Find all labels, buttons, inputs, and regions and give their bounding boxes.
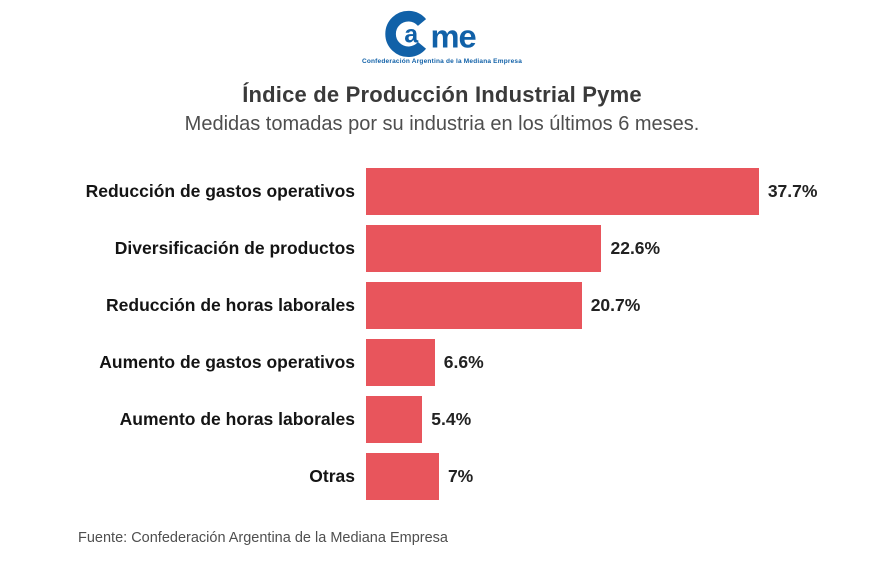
bar-track: 7% <box>366 453 884 500</box>
category-label: Aumento de gastos operativos <box>99 352 355 372</box>
bar-track: 20.7% <box>366 282 884 329</box>
chart-row: Aumento de gastos operativos 6.6% <box>0 339 884 386</box>
logo-letter-a: a <box>404 21 419 49</box>
bar <box>366 453 439 500</box>
bar-track: 37.7% <box>366 168 884 215</box>
bar <box>366 168 759 215</box>
bar-track: 22.6% <box>366 225 884 272</box>
category-label: Aumento de horas laborales <box>119 409 355 429</box>
logo-letters-me: me <box>430 17 476 54</box>
bar <box>366 225 602 272</box>
bar-track: 5.4% <box>366 396 884 443</box>
category-label: Diversificación de productos <box>114 238 355 258</box>
chart-row: Aumento de horas laborales 5.4% <box>0 396 884 443</box>
value-label: 20.7% <box>590 295 641 315</box>
chart-row: Reducción de horas laborales 20.7% <box>0 282 884 329</box>
page-title: Índice de Producción Industrial Pyme <box>242 82 642 107</box>
value-label: 22.6% <box>610 238 661 258</box>
source-note: Fuente: Confederación Argentina de la Me… <box>78 530 448 546</box>
value-label: 7% <box>447 466 474 486</box>
bar <box>366 339 435 386</box>
bar-track: 6.6% <box>366 339 884 386</box>
category-label: Otras <box>309 466 355 486</box>
value-label: 5.4% <box>431 409 472 429</box>
bar <box>366 282 582 329</box>
logo-c-ring <box>385 10 427 57</box>
chart-row: Reducción de gastos operativos 37.7% <box>0 168 884 215</box>
bar-chart: Reducción de gastos operativos 37.7% Diver… <box>0 168 884 500</box>
page-subtitle: Medidas tomadas por su industria en los … <box>184 113 700 135</box>
chart-row: Otras 7% <box>0 453 884 500</box>
logo-tagline: Confederación Argentina de la Mediana Em… <box>361 58 523 65</box>
came-logo-icon: a me <box>385 10 478 57</box>
value-label: 6.6% <box>443 352 484 372</box>
chart-row: Diversificación de productos 22.6% <box>0 225 884 272</box>
category-label: Reducción de horas laborales <box>106 295 355 315</box>
bar <box>366 396 423 443</box>
header: a me Confederación Argentina de la Media… <box>0 0 884 66</box>
category-label: Reducción de gastos operativos <box>85 181 355 201</box>
value-label: 37.7% <box>767 181 818 201</box>
